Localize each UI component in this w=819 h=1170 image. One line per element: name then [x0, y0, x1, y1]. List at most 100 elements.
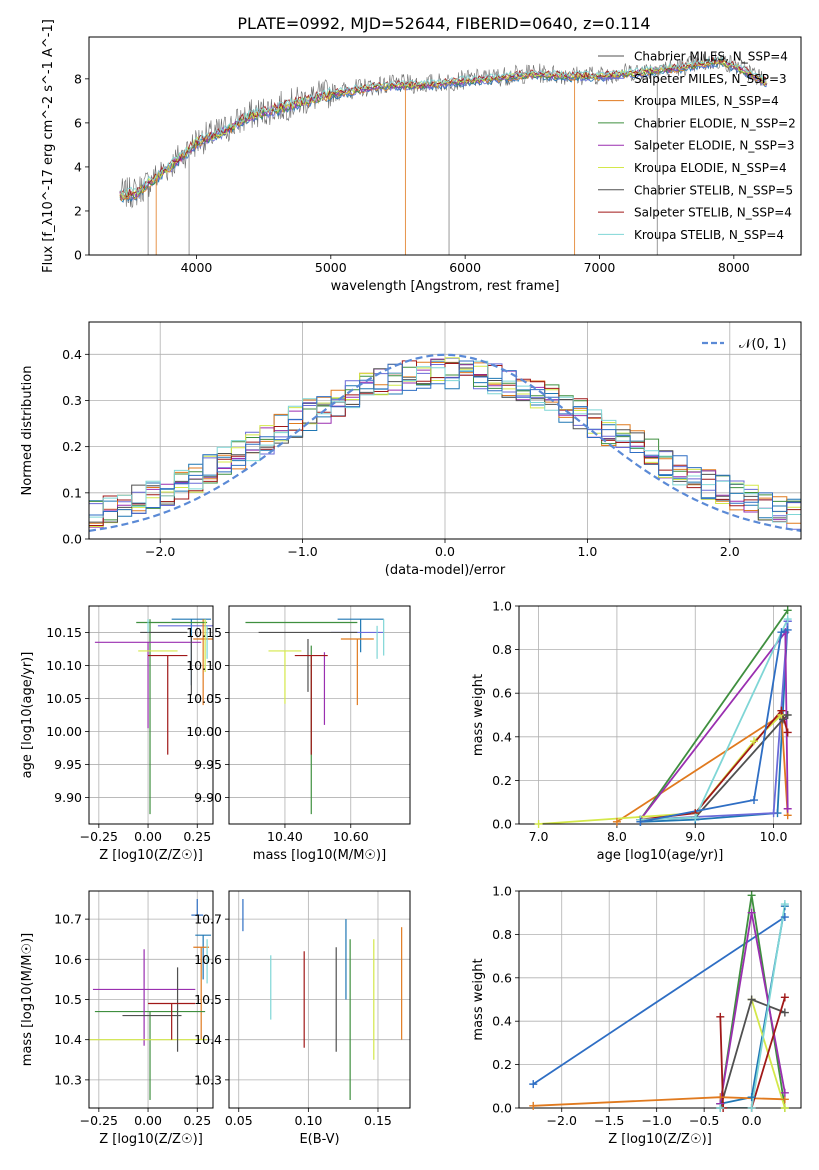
- y-tick-label: 0.3: [62, 393, 82, 408]
- y-tick-label: 0.0: [62, 532, 82, 547]
- weight-marker: [783, 804, 792, 813]
- panels-group: 4000 5000 6000 7000 8000 0 2 4 6 8 wavelength [Ang…: [20, 19, 802, 1147]
- x-tick-label: 0.25: [183, 829, 211, 844]
- y-tick-label: 0.0: [492, 1101, 512, 1116]
- panel-age-vs-z: −0.25 0.00 0.25 9.90 9.95 10.00 10.05 10.10 10.1…: [20, 605, 214, 863]
- x-tick-label: 0.05: [225, 1113, 253, 1128]
- y-axis-label: age [log10(age/yr)]: [20, 652, 35, 779]
- weight-line: [720, 903, 786, 1108]
- x-tick-label: 1.0: [577, 544, 597, 559]
- x-tick-label: 10.40: [267, 829, 303, 844]
- x-tick-label: 2.0: [720, 544, 740, 559]
- weight-marker: [750, 796, 758, 805]
- y-tick-label: 0.6: [492, 970, 512, 985]
- y-tick-label: 9.95: [194, 757, 222, 772]
- y-tick-label: 10.6: [194, 952, 222, 967]
- axes-frame: [228, 890, 411, 1109]
- x-axis-label: Z [log10(Z/Z☉)]: [99, 1132, 203, 1147]
- plot-area: [538, 609, 789, 824]
- axes-frame: [228, 605, 411, 825]
- panel-residuals: −2.0 −1.0 0.0 1.0 2.0 0.0 0.1 0.2 0.3 0.4 (data-mo…: [20, 321, 802, 578]
- plot-area: [94, 618, 213, 815]
- y-tick-label: 10.15: [186, 625, 222, 640]
- x-axis-label: mass [log10(M/M☉)]: [253, 848, 386, 863]
- panel-age-vs-mass: 10.40 10.60 9.90 9.95 10.00 10.05 10.10 10.15 ma…: [186, 605, 411, 863]
- y-tick-label: 9.95: [54, 757, 82, 772]
- weight-marker: [747, 995, 756, 1004]
- weight-marker: [747, 1093, 756, 1102]
- axes-frame: [518, 890, 802, 1109]
- x-tick-label: 0.0: [742, 1113, 762, 1128]
- x-axis-label: Z [log10(Z/Z☉)]: [99, 848, 203, 863]
- y-tick-label: 10.15: [46, 625, 82, 640]
- y-tick-label: 4: [74, 159, 82, 174]
- x-tick-label: −0.25: [80, 829, 118, 844]
- legend-label: Chabrier STELIB, N_SSP=5: [634, 183, 793, 197]
- weight-marker: [529, 1080, 538, 1089]
- y-tick-label: 0.1: [62, 485, 82, 500]
- x-tick-label: −2.0: [547, 1113, 577, 1128]
- y-tick-label: 10.3: [194, 1072, 222, 1087]
- weight-marker: [747, 1104, 756, 1112]
- x-tick-label: 10.60: [333, 829, 369, 844]
- plot-area: [89, 899, 212, 1100]
- axes-frame: [518, 605, 802, 825]
- plot-area: [245, 618, 385, 815]
- y-tick-label: 0.2: [492, 1057, 512, 1072]
- x-tick-label: 10.0: [760, 829, 788, 844]
- y-tick-label: 9.90: [54, 790, 82, 805]
- plot-area: [119, 52, 768, 255]
- x-tick-label: 9.0: [685, 829, 705, 844]
- legend-label: Chabrier ELODIE, N_SSP=2: [634, 116, 796, 130]
- weight-line: [639, 609, 789, 821]
- y-tick-label: 10.7: [54, 912, 82, 927]
- weight-marker: [783, 625, 792, 634]
- x-tick-label: 0.00: [134, 1113, 162, 1128]
- y-tick-label: 9.90: [194, 790, 222, 805]
- y-tick-label: 10.00: [186, 724, 222, 739]
- x-tick-label: −0.5: [689, 1113, 719, 1128]
- y-tick-label: 0: [74, 248, 82, 263]
- weight-marker: [780, 1104, 789, 1112]
- y-tick-label: 10.6: [54, 952, 82, 967]
- weight-line: [533, 1096, 785, 1107]
- legend-label: Salpeter ELODIE, N_SSP=3: [634, 139, 795, 153]
- weight-marker: [778, 715, 787, 724]
- x-tick-label: −2.0: [145, 544, 175, 559]
- x-tick-label: 7.0: [529, 829, 549, 844]
- y-tick-label: 0.2: [62, 439, 82, 454]
- x-tick-label: 8.0: [607, 829, 627, 844]
- weight-marker: [783, 615, 792, 624]
- y-tick-label: 10.10: [186, 658, 222, 673]
- x-tick-label: 0.0: [435, 544, 455, 559]
- x-tick-label: 5000: [315, 260, 347, 275]
- y-tick-label: 0.4: [62, 347, 82, 362]
- axes-frame: [88, 890, 214, 1109]
- weight-marker: [783, 606, 792, 615]
- x-axis-label: (data-model)/error: [385, 563, 506, 578]
- y-tick-label: 1.0: [492, 599, 512, 614]
- weight-line: [538, 714, 783, 824]
- legend-label: Kroupa STELIB, N_SSP=4: [634, 228, 784, 242]
- x-tick-label: 0.15: [364, 1113, 392, 1128]
- y-tick-label: 10.00: [46, 724, 82, 739]
- y-tick-label: 0.0: [492, 817, 512, 832]
- y-tick-label: 10.05: [46, 691, 82, 706]
- weight-marker: [780, 913, 789, 922]
- y-tick-label: 10.5: [194, 992, 222, 1007]
- x-tick-label: 6000: [449, 260, 481, 275]
- y-tick-label: 1.0: [492, 884, 512, 899]
- x-tick-label: −1.5: [594, 1113, 624, 1128]
- legend-label: 𝒩(0, 1): [739, 337, 786, 352]
- weight-marker: [747, 891, 756, 900]
- gaussian-curve: [89, 353, 801, 532]
- weight-marker: [529, 1101, 538, 1110]
- y-axis-label: mass [log10(M/M☉)]: [20, 933, 35, 1066]
- y-axis-label: mass weight: [471, 674, 486, 756]
- y-tick-label: 8: [74, 71, 82, 86]
- x-axis-label: age [log10(age/yr)]: [597, 848, 724, 863]
- panel-mass-vs-z: −0.25 0.00 0.25 10.3 10.4 10.5 10.6 10.7 Z [log1…: [20, 890, 214, 1147]
- y-tick-label: 10.7: [194, 912, 222, 927]
- weight-line: [640, 629, 788, 823]
